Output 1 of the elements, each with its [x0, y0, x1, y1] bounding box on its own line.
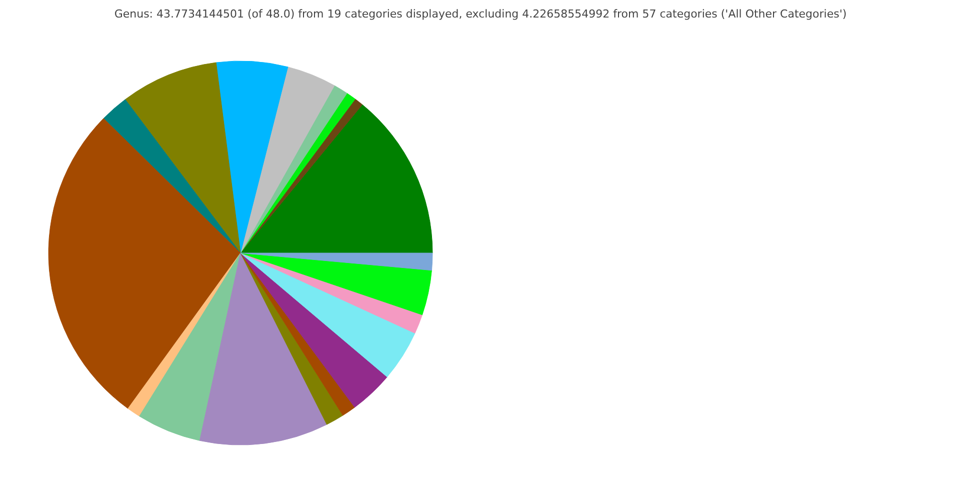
text: Genus: 43.7734144501 (of 48.0) from 19 categories displayed, excluding 4.22658554992 from 57 categories ('All Other Categories') — [114, 8, 847, 20]
